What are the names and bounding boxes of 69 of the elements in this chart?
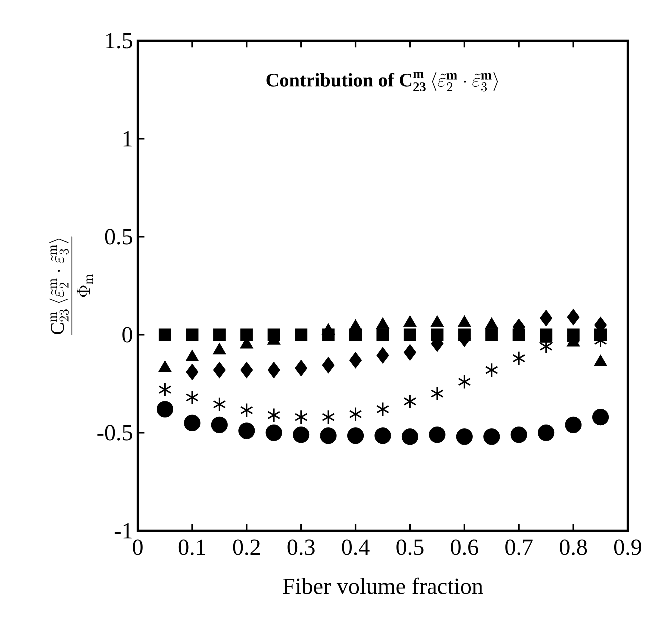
y-tick-label: 1.5 <box>106 33 132 49</box>
point <box>456 428 473 446</box>
x-tick-label: 0.4 <box>342 540 370 556</box>
point <box>376 402 390 417</box>
point <box>186 328 199 342</box>
text: $\mathbf{Contribution\ of\ C}_{\mathbf{23}}^{\mathbf{m}}\left\langle\tilde{\varepsilon}_{2}^{\mathbf{m}}\cdot\tilde{\varepsilon}_{3}^{\mathbf{m}}\right\rangle$ <box>266 72 498 92</box>
point <box>540 310 553 327</box>
point <box>565 416 582 434</box>
x-tick-label: 0.7 <box>506 540 533 556</box>
point <box>322 357 335 374</box>
point <box>486 328 498 342</box>
point <box>184 414 201 432</box>
point <box>213 328 226 342</box>
point <box>404 344 416 361</box>
y-axis-title: $\frac{\mathrm{C}_{23}^{\mathrm{m}}\left\langle\tilde{\varepsilon}_{2}^{\mathrm{m}}\cdot\tilde{\varepsilon}_{3}^{\mathrm{m}}\right\rangle}{\Phi_{\mathrm{m}}}$ <box>50 236 93 336</box>
point <box>213 362 226 379</box>
x-tick-label: 0.6 <box>451 540 478 556</box>
x-tick-label: 0.2 <box>233 540 260 556</box>
point <box>295 360 308 377</box>
point <box>240 403 254 418</box>
y-tick-label: -1 <box>114 523 132 539</box>
point <box>512 351 526 366</box>
point <box>404 394 417 410</box>
point <box>158 328 172 342</box>
point <box>240 328 254 342</box>
x-tick-label: 0.9 <box>614 540 642 556</box>
x-tick-label: 0.1 <box>178 540 206 556</box>
point <box>294 410 308 425</box>
point <box>348 428 364 444</box>
x-tick-label: 0.5 <box>396 540 424 556</box>
point <box>293 426 310 444</box>
point <box>402 428 418 446</box>
point <box>374 428 392 444</box>
point <box>186 390 199 406</box>
point <box>186 364 199 381</box>
y-tick-label: -0.5 <box>98 425 132 441</box>
point <box>266 424 282 442</box>
point <box>538 424 555 442</box>
point <box>295 328 308 342</box>
y-tick-label: 0 <box>122 327 132 343</box>
point <box>484 428 500 446</box>
point <box>268 362 280 379</box>
point <box>458 374 472 390</box>
point <box>320 428 337 444</box>
point <box>240 362 254 379</box>
point <box>350 352 362 369</box>
point <box>429 426 446 444</box>
point <box>213 397 226 412</box>
point <box>158 382 172 398</box>
point <box>376 347 390 364</box>
point <box>485 362 498 378</box>
y-tick-label: 0.5 <box>105 229 132 245</box>
point <box>376 328 390 342</box>
point <box>430 386 444 402</box>
x-tick-label: 0.8 <box>560 540 588 556</box>
point <box>268 408 281 423</box>
point <box>404 328 416 342</box>
point <box>510 426 528 444</box>
point <box>567 309 580 326</box>
point <box>156 401 174 418</box>
x-axis-title: Fiber volume fraction <box>283 578 484 594</box>
point <box>349 406 362 422</box>
point <box>211 416 228 434</box>
y-tick-label: 1 <box>124 131 132 147</box>
x-tick-label: 0 <box>133 540 143 556</box>
point <box>322 410 336 425</box>
point <box>592 409 610 426</box>
point <box>238 422 256 440</box>
x-tick-label: 0.3 <box>288 540 315 556</box>
